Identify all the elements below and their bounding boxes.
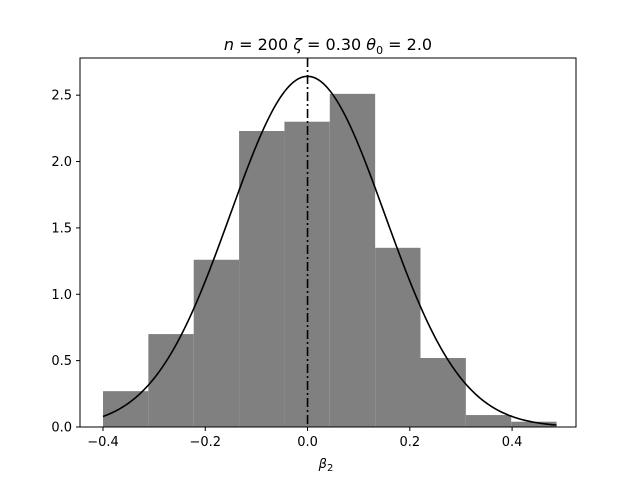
density-curve (102, 75, 557, 426)
y-tick-label: 0.0 (51, 421, 72, 436)
histogram-bar (329, 93, 376, 427)
x-tick-label: −0.4 (87, 435, 119, 450)
histogram-bar (148, 334, 194, 427)
title-n-value: 200 (258, 35, 289, 54)
x-tick-label: 0.2 (399, 435, 420, 450)
axes-layer (79, 57, 577, 428)
y-tick-label: 1.0 (51, 288, 72, 303)
curve-layer (102, 75, 557, 426)
title-theta-subscript: 0 (376, 44, 383, 57)
histogram-bar (375, 247, 421, 427)
histogram-bar (511, 421, 557, 427)
title-theta-value: 2.0 (407, 35, 432, 54)
histogram-bar (420, 357, 466, 427)
y-tick-label: 2.0 (51, 155, 72, 170)
title-n-symbol: n (224, 35, 234, 54)
y-tick-label: 2.5 (51, 89, 72, 104)
histogram-bar (193, 259, 240, 427)
x-tick-label: 0.4 (502, 435, 523, 450)
chart-title: n = 200 ζ = 0.30 θ0 = 2.0 (224, 35, 432, 57)
histogram-bar (103, 391, 149, 427)
x-axis-label-subscript: 2 (327, 463, 333, 474)
title-zeta-symbol: ζ (292, 35, 303, 54)
histogram-bar (239, 131, 285, 427)
y-tick-label: 0.5 (51, 354, 72, 369)
title-zeta-value: 0.30 (326, 35, 362, 54)
x-tick-label: −0.2 (189, 435, 221, 450)
plot-frame (79, 57, 577, 428)
title-theta-symbol: θ (366, 35, 376, 54)
x-axis-label-symbol: β (318, 457, 327, 472)
x-axis-label: β2 (318, 457, 334, 474)
ticks-layer: −0.4 −0.2 0.0 0.2 0.4 0.0 0.5 1.0 1.5 2.0 2.5 (51, 89, 522, 450)
x-tick-label: 0.0 (297, 435, 318, 450)
bars-layer (103, 93, 557, 428)
y-tick-label: 1.5 (51, 221, 72, 236)
histogram-bar (465, 415, 512, 427)
